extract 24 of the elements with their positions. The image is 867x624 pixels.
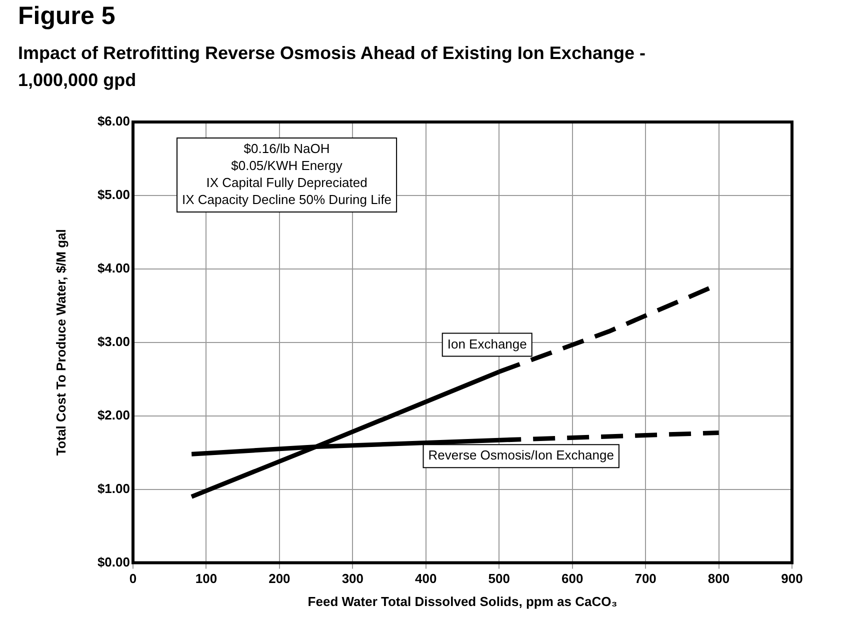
x-tick-label: 0 xyxy=(129,571,137,586)
x-tick-label: 200 xyxy=(268,571,290,586)
y-tick-label: $1.00 xyxy=(97,480,130,496)
y-tick-label: $6.00 xyxy=(97,114,130,129)
text: Ion Exchange xyxy=(447,336,527,352)
chart-title: Figure 5 xyxy=(18,2,116,31)
chart-subtitle: Impact of Retrofitting Reverse Osmosis Ahead of Existing Ion Exchange - 1,000,000 gpd xyxy=(18,42,646,92)
x-tick-label: 700 xyxy=(634,571,656,586)
y-axis-title: Total Cost To Produce Water, $/M gal xyxy=(53,229,68,456)
x-axis-title: Feed Water Total Dissolved Solids, ppm as CaCO₃ xyxy=(308,594,618,609)
x-tick-label: 500 xyxy=(488,571,510,586)
x-tick-label: 300 xyxy=(342,571,364,586)
y-tick-label: $0.00 xyxy=(97,554,130,570)
y-tick-label: $3.00 xyxy=(97,334,130,349)
x-tick-label: 800 xyxy=(708,571,730,586)
x-tick-label: 400 xyxy=(415,571,437,586)
y-tick-label: $4.00 xyxy=(97,260,130,276)
x-tick-label: 600 xyxy=(561,571,584,586)
x-tick-label: 100 xyxy=(195,571,218,586)
y-tick-label: $5.00 xyxy=(97,187,130,202)
y-tick-label: $2.00 xyxy=(97,407,130,422)
series-label: Reverse Osmosis/Ion Exchange xyxy=(428,448,614,463)
x-tick-label: 900 xyxy=(781,571,803,586)
annotation: $0.16/lb NaOH $0.05/KWH Energy IX Capital Fully Depreciated IX Capacity Decline 50% During Life xyxy=(182,141,392,208)
